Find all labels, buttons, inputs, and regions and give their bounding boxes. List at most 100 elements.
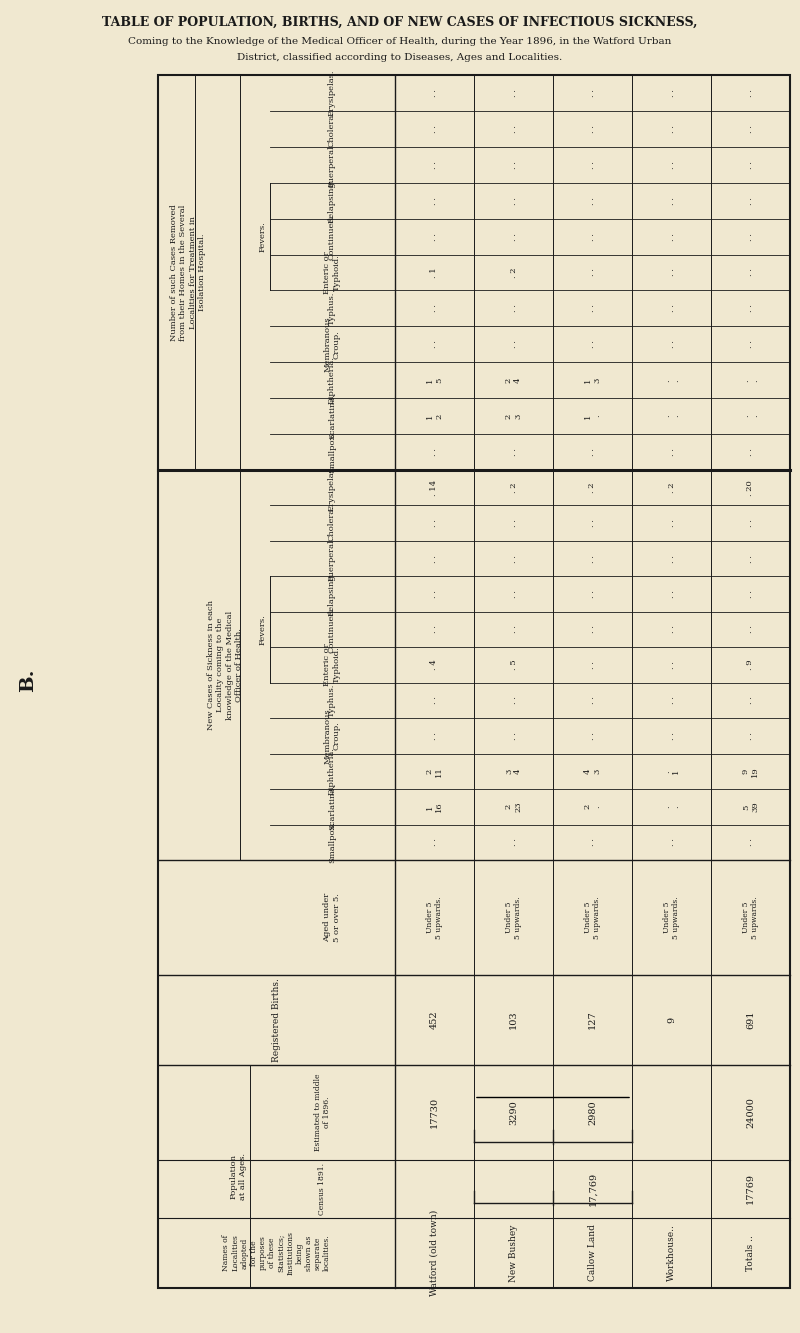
Text: . .: . . xyxy=(667,304,675,312)
Text: . .: . . xyxy=(746,268,754,276)
Text: Scarlatina.: Scarlatina. xyxy=(328,393,336,439)
Text: B.: B. xyxy=(19,668,37,692)
Text: . .: . . xyxy=(589,555,597,563)
Text: . .: . . xyxy=(510,197,518,205)
Text: . .: . . xyxy=(589,838,597,846)
Text: . .: . . xyxy=(589,340,597,348)
Text: Relapsing.: Relapsing. xyxy=(328,572,336,616)
Text: . .: . . xyxy=(510,625,518,633)
Text: . 2: . 2 xyxy=(510,267,518,277)
Text: . .: . . xyxy=(667,555,675,563)
Text: Totals ..: Totals .. xyxy=(746,1236,755,1270)
Text: 2
4: 2 4 xyxy=(505,377,522,383)
Text: Scarlatina.: Scarlatina. xyxy=(328,784,336,829)
Text: . .: . . xyxy=(430,340,438,348)
Text: Smallpox.: Smallpox. xyxy=(328,821,336,864)
Text: . .: . . xyxy=(667,697,675,704)
Text: . .: . . xyxy=(589,125,597,133)
Text: 1
3: 1 3 xyxy=(584,377,601,383)
Text: . .: . . xyxy=(510,732,518,740)
Text: . .: . . xyxy=(667,89,675,97)
Text: . .: . . xyxy=(430,161,438,169)
Text: . .: . . xyxy=(430,838,438,846)
Text: Typhus.: Typhus. xyxy=(328,292,336,325)
Text: 9: 9 xyxy=(667,1017,676,1022)
Text: . .: . . xyxy=(510,555,518,563)
Text: Under 5
5 upwards.: Under 5 5 upwards. xyxy=(584,896,601,938)
Text: . .: . . xyxy=(746,697,754,704)
Text: . .: . . xyxy=(510,340,518,348)
Text: . .: . . xyxy=(589,732,597,740)
Text: 9
19: 9 19 xyxy=(742,766,759,777)
Text: . .: . . xyxy=(667,197,675,205)
Text: 2
23: 2 23 xyxy=(505,801,522,812)
Text: 3290: 3290 xyxy=(509,1100,518,1125)
Text: . .: . . xyxy=(589,233,597,240)
Text: . .: . . xyxy=(430,125,438,133)
Text: 17,769: 17,769 xyxy=(588,1172,597,1206)
Text: 2
3: 2 3 xyxy=(505,413,522,419)
Text: . .: . . xyxy=(746,591,754,599)
Text: . 2: . 2 xyxy=(667,483,675,493)
Text: 2
11: 2 11 xyxy=(426,766,443,777)
Text: . .: . . xyxy=(589,697,597,704)
Text: . .: . . xyxy=(510,591,518,599)
Text: 1
5: 1 5 xyxy=(426,377,443,383)
Text: Enteric or
Typhoid.: Enteric or Typhoid. xyxy=(323,251,341,293)
Text: . .: . . xyxy=(746,197,754,205)
Text: . .: . . xyxy=(510,125,518,133)
Text: 452: 452 xyxy=(430,1010,439,1029)
Text: . .: . . xyxy=(589,520,597,527)
Text: Cholera.: Cholera. xyxy=(328,505,336,541)
Text: . .: . . xyxy=(430,89,438,97)
Text: . .: . . xyxy=(746,520,754,527)
Text: 24000: 24000 xyxy=(746,1097,755,1128)
Text: . .: . . xyxy=(746,448,754,456)
Text: . .: . . xyxy=(589,661,597,669)
Text: . 2: . 2 xyxy=(510,483,518,493)
Text: . .: . . xyxy=(667,520,675,527)
Text: . .: . . xyxy=(746,233,754,240)
Text: . .: . . xyxy=(430,555,438,563)
Text: District, classified according to Diseases, Ages and Localities.: District, classified according to Diseas… xyxy=(238,52,562,61)
Text: . .: . . xyxy=(746,555,754,563)
Text: 103: 103 xyxy=(509,1010,518,1029)
Text: Watford (old town): Watford (old town) xyxy=(430,1210,439,1296)
Text: . .: . . xyxy=(430,448,438,456)
Text: . .: . . xyxy=(430,304,438,312)
Text: Relapsing.: Relapsing. xyxy=(328,179,336,223)
Text: . .: . . xyxy=(510,520,518,527)
Text: Cholera.: Cholera. xyxy=(328,111,336,147)
Text: . .: . . xyxy=(510,161,518,169)
Text: . .: . . xyxy=(430,233,438,240)
Text: . .: . . xyxy=(746,838,754,846)
Text: 2
.: 2 . xyxy=(584,804,601,809)
Text: . .: . . xyxy=(667,838,675,846)
Text: Under 5
5 upwards.: Under 5 5 upwards. xyxy=(742,896,759,938)
Text: 2980: 2980 xyxy=(588,1100,597,1125)
Text: . .: . . xyxy=(667,233,675,240)
Text: Erysipelas.: Erysipelas. xyxy=(328,464,336,511)
Text: . .: . . xyxy=(589,89,597,97)
Text: 17769: 17769 xyxy=(746,1173,755,1205)
Text: Puerperal.: Puerperal. xyxy=(328,143,336,187)
Text: . .: . . xyxy=(510,89,518,97)
Text: . .: . . xyxy=(667,732,675,740)
Text: . .: . . xyxy=(667,661,675,669)
Text: . .: . . xyxy=(430,697,438,704)
Text: . .: . . xyxy=(589,304,597,312)
Text: . .: . . xyxy=(589,625,597,633)
Text: . 9: . 9 xyxy=(746,660,754,670)
Text: . .: . . xyxy=(746,625,754,633)
Text: . .: . . xyxy=(510,448,518,456)
Text: . .: . . xyxy=(589,591,597,599)
Text: Under 5
5 upwards.: Under 5 5 upwards. xyxy=(663,896,680,938)
Text: Membranous
Croup.: Membranous Croup. xyxy=(323,316,341,372)
Text: Typhus.: Typhus. xyxy=(328,684,336,717)
Text: New Cases of Sickness in each
Locality coming to the
knowledge of the Medical
Of: New Cases of Sickness in each Locality c… xyxy=(207,600,243,730)
Text: 127: 127 xyxy=(588,1010,597,1029)
Text: Under 5
5 upwards.: Under 5 5 upwards. xyxy=(426,896,443,938)
Text: Names of
Localities
adopted
for the
purposes
of these
Statistics;
Institutions
b: Names of Localities adopted for the purp… xyxy=(222,1230,331,1274)
Text: Fevers.: Fevers. xyxy=(259,221,267,252)
Text: 1
.: 1 . xyxy=(584,413,601,419)
